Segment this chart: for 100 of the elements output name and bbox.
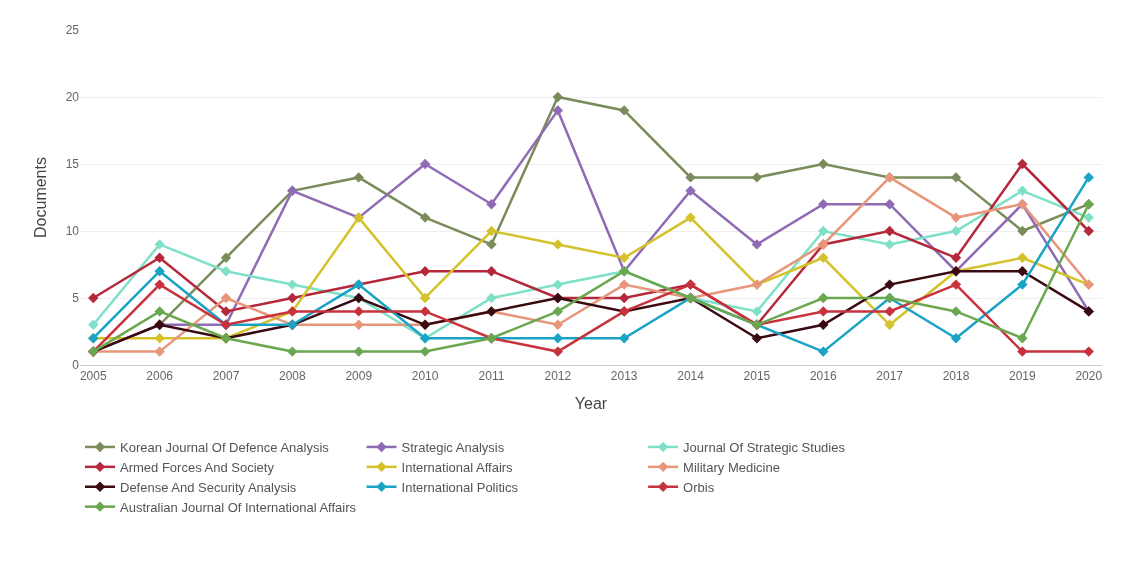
point [884, 319, 895, 330]
y-tick-label: 15 [65, 157, 80, 172]
point [751, 306, 763, 317]
point [950, 212, 962, 223]
point [1083, 172, 1094, 183]
point [818, 306, 829, 317]
x-tick-label: 2013 [610, 369, 638, 384]
legend-label: International Affairs [401, 459, 514, 475]
point [154, 306, 165, 317]
point [419, 306, 431, 317]
point [950, 252, 962, 263]
point [818, 252, 829, 263]
point [154, 252, 165, 263]
point [818, 158, 829, 170]
point [88, 292, 99, 304]
point [154, 279, 165, 290]
y-tick-label: 5 [72, 291, 80, 306]
y-tick-label: 10 [65, 224, 80, 239]
legend-label: Journal Of Strategic Studies [683, 440, 846, 456]
point [154, 346, 165, 357]
point [818, 346, 829, 357]
point [220, 252, 232, 263]
y-tick-label: 25 [65, 23, 80, 38]
point [618, 105, 630, 116]
point [154, 333, 165, 344]
x-tick-label: 2006 [146, 369, 174, 384]
point [220, 306, 232, 317]
point [884, 306, 895, 317]
point [1083, 346, 1094, 357]
point [486, 266, 497, 277]
point [552, 306, 564, 317]
legend-label: Australian Journal Of International Affairs [120, 499, 357, 515]
x-tick-label: 2005 [79, 369, 107, 384]
y-tick-label: 20 [65, 90, 80, 105]
x-tick-label: 2009 [345, 369, 373, 384]
legend-label: Strategic Analysis [401, 440, 505, 456]
point [1017, 346, 1028, 357]
legend-label: Orbis [683, 479, 715, 495]
point [884, 225, 895, 237]
point [353, 319, 364, 330]
legend-label: Korean Journal Of Defence Analysis [120, 440, 330, 456]
point [486, 292, 497, 304]
y-tick-label: 0 [72, 358, 80, 373]
point [1017, 266, 1028, 277]
x-tick-label: 2018 [942, 369, 970, 384]
point [486, 239, 497, 250]
x-tick-label: 2008 [279, 369, 307, 384]
point [287, 279, 298, 290]
x-tick-label: 2010 [411, 369, 439, 384]
legend-label: International Politics [401, 479, 519, 495]
point [220, 292, 232, 304]
point [1017, 225, 1028, 237]
point [950, 306, 962, 317]
point [287, 346, 298, 357]
point [685, 172, 696, 183]
x-axis-title: Year [574, 395, 608, 413]
point [1017, 279, 1028, 290]
x-tick-label: 2019 [1009, 369, 1037, 384]
point [552, 319, 564, 330]
point [353, 172, 364, 183]
point [1083, 212, 1094, 223]
x-tick-label: 2015 [743, 369, 771, 384]
x-tick-label: 2011 [478, 369, 505, 384]
point [1017, 252, 1028, 263]
point [884, 279, 895, 290]
point [552, 105, 564, 116]
point [1017, 185, 1028, 196]
point [950, 225, 962, 237]
x-tick-label: 2007 [212, 369, 240, 384]
point [950, 333, 962, 344]
point [950, 172, 962, 183]
legend-label: Armed Forces And Society [120, 459, 275, 475]
point [685, 212, 696, 223]
point [419, 266, 431, 277]
point [751, 333, 763, 344]
point [884, 199, 895, 210]
point [486, 199, 497, 210]
point [154, 239, 165, 250]
x-tick-label: 2012 [544, 369, 572, 384]
x-tick-label: 2017 [876, 369, 904, 384]
y-axis-title: Documents [31, 157, 49, 238]
point [419, 346, 431, 357]
point [751, 172, 763, 183]
point [88, 319, 99, 330]
x-tick-label: 2020 [1075, 369, 1103, 384]
legend-label: Defense And Security Analysis [120, 479, 297, 495]
point [419, 212, 431, 223]
point [552, 346, 564, 357]
point [618, 252, 630, 263]
point [552, 91, 564, 103]
point [818, 292, 829, 304]
point [552, 239, 564, 250]
point [818, 199, 829, 210]
point [419, 158, 431, 170]
point [1017, 158, 1028, 170]
point [818, 225, 829, 237]
point [486, 225, 497, 237]
point [419, 292, 431, 304]
point [950, 279, 962, 290]
legend-label: Military Medicine [683, 459, 780, 475]
